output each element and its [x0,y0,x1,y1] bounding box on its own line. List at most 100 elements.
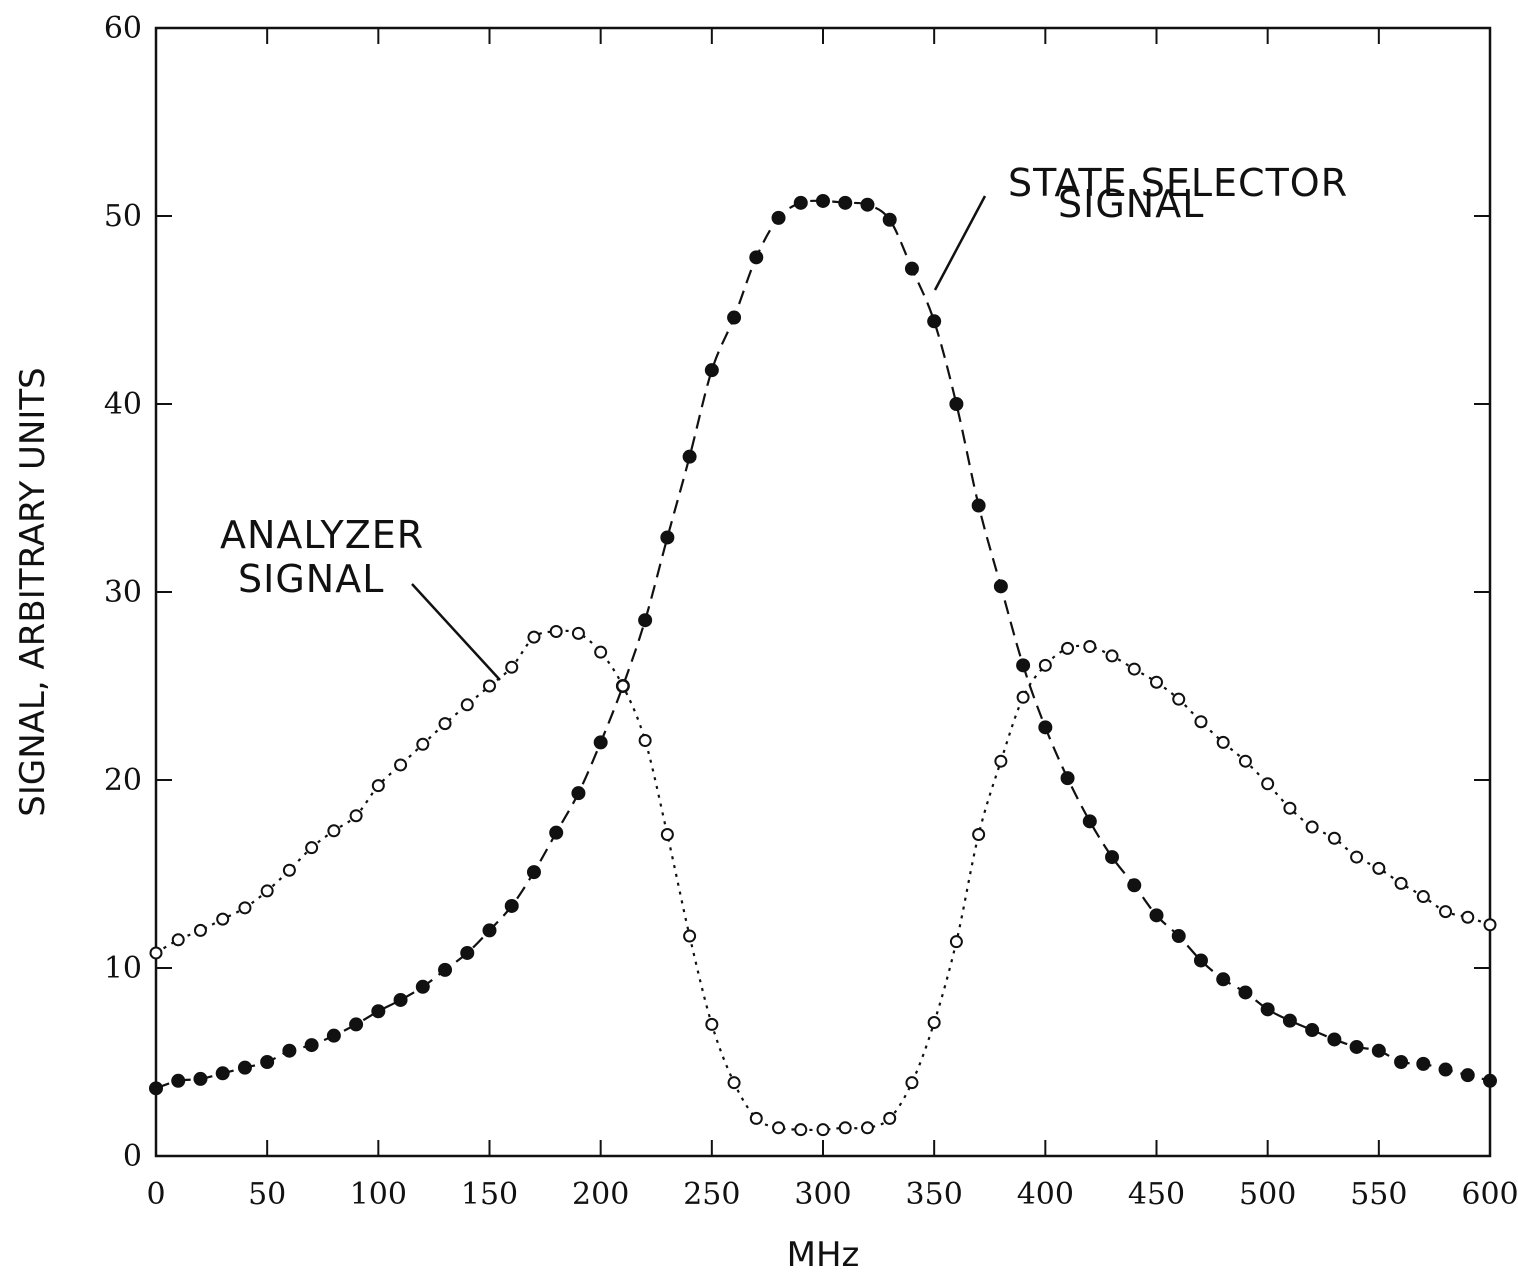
series-1-point [460,945,475,960]
series-2-point [794,1123,808,1137]
x-tick-label: 400 [1017,1177,1074,1212]
series-2-point [1305,820,1319,834]
series-1-point [860,197,875,212]
series-1-point [482,923,497,938]
series-1-point [526,865,541,880]
y-tick-label: 40 [104,387,142,422]
state-selector-label-line2: SIGNAL [1058,182,1204,226]
series-2-point [1483,918,1497,932]
series-1-point [816,193,830,208]
series-2-point [1038,658,1052,672]
series-1-point [1438,1062,1453,1077]
series-1-point [1349,1039,1364,1054]
series-2-point [527,630,541,644]
series-1-point [593,735,608,750]
series-1-point [393,992,408,1007]
series-1-point [260,1055,275,1069]
axis-ticks [155,27,1491,1157]
series-1-point [727,310,742,325]
series-2-point [260,884,274,898]
series-2-point [171,933,185,947]
axis-tick-labels: 0 50 100 150 200 250 300 350 400 450 500 550 600 0 10 2… [104,11,1518,1212]
series-1-point [326,1028,341,1043]
series-1-point [1238,985,1253,1000]
series-1-point [1483,1073,1497,1088]
series-2-point [949,935,963,949]
series-2-point [327,824,341,838]
series-1-point [660,530,675,545]
series-1-point [927,314,942,329]
x-tick-label: 250 [683,1177,740,1212]
series-2-point [505,660,519,674]
x-tick-label: 0 [146,1177,165,1212]
series-2-point [282,863,296,877]
series-2-point [416,737,430,751]
series-2-point [1283,801,1297,815]
series-1-point [1282,1013,1297,1028]
series-1-point [638,613,653,628]
series-1-point [438,962,453,977]
x-tick-label: 350 [906,1177,963,1212]
x-tick-label: 550 [1350,1177,1407,1212]
series-2-point [1016,690,1030,704]
series-2-point [905,1076,919,1090]
analyzer-leader-line [411,583,501,681]
series-1-point [704,363,719,378]
series-2-point [838,1121,852,1135]
series-2-point [216,912,230,926]
series-1-point [1327,1032,1342,1047]
series-2-point [1172,692,1186,706]
series-2-point [238,901,252,915]
series-2-point [638,734,652,748]
series-2-point [616,679,630,693]
series-2-point [1416,890,1430,904]
y-tick-label: 20 [104,763,142,798]
series-2-point [305,841,319,855]
series-2-point [1394,876,1408,890]
x-axis-title: MHz [787,1235,860,1275]
series-2-point [149,946,163,960]
series-1-point [1216,972,1231,987]
y-tick-label: 10 [104,951,142,986]
series-1-point [215,1066,230,1081]
series-1-point [971,498,986,513]
series-2-point [1150,675,1163,689]
series-2-point [1238,754,1252,768]
series-1-point [1082,814,1097,829]
series-1-point [749,250,764,265]
series-2-point [860,1121,874,1135]
series-2-point [1194,715,1208,729]
series-2-point [571,626,585,640]
series-2-point [1216,735,1230,749]
y-axis-title: SIGNAL, ARBITRARY UNITS [13,367,53,816]
series-1-point [793,195,808,210]
series-1-point [1038,720,1053,735]
y-tick-label: 30 [104,575,142,610]
series-1-point [1171,929,1186,944]
series-1-point [349,1017,364,1032]
series-1-point [504,898,519,913]
series-2-point [816,1123,830,1137]
series-2-point [1105,649,1119,663]
series-2-point [438,717,452,731]
series-2-point [1083,640,1097,654]
series-1-point [1260,1002,1275,1017]
y-tick-label: 0 [123,1139,142,1174]
series-1-point [771,210,786,225]
series-2-point [394,758,408,772]
series-2-point [1127,662,1141,676]
series-2-point [972,828,986,842]
series-1-line [155,199,1491,1090]
series-1-point [371,1004,386,1019]
series-1-point [1416,1056,1431,1071]
series-1-point [1016,658,1031,673]
y-tick-label: 50 [104,199,142,234]
series-1-point [682,449,697,464]
analyzer-label-line2: SIGNAL [238,557,384,601]
series-2-point [705,1017,719,1031]
series-lines [155,199,1491,1132]
series-2-point [727,1076,741,1090]
series-1-point [1305,1023,1320,1038]
series-2-point [594,645,608,659]
